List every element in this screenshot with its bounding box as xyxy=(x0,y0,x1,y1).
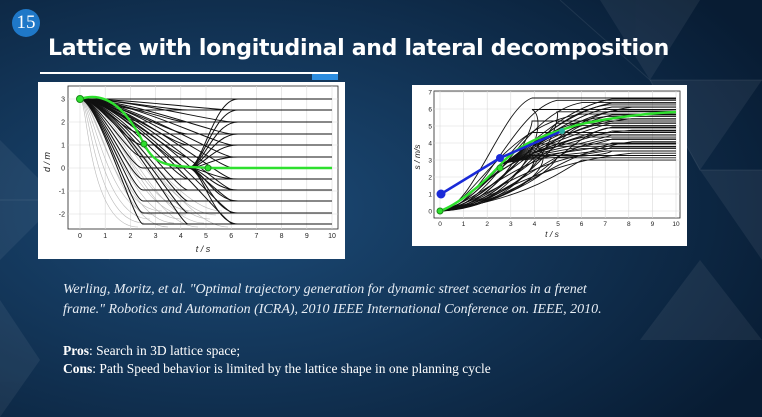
longitudinal-origin-marker xyxy=(436,207,444,215)
longitudinal-y-tick: 7 xyxy=(428,89,432,96)
longitudinal-x-tick: 10 xyxy=(672,221,680,228)
lateral-trajectory xyxy=(79,98,332,225)
lateral-x-tick: 0 xyxy=(78,233,82,240)
lateral-y-tick: 0 xyxy=(61,166,65,173)
citation-line-1: Werling, Moritz, et al. "Optimal traject… xyxy=(63,282,587,297)
longitudinal-mid-marker xyxy=(496,154,504,162)
lateral-lattice-plot: 0 1 2 3 4 5 6 7 8 9 10 3 2 1 0 -1 -2 t / s d / m xyxy=(38,82,345,259)
longitudinal-teal-marker xyxy=(559,128,565,134)
citation: Werling, Moritz, et al. "Optimal traject… xyxy=(63,280,723,320)
lateral-x-tick: 5 xyxy=(204,233,208,240)
longitudinal-x-label: t / s xyxy=(545,229,559,239)
longitudinal-y-tick: 6 xyxy=(428,106,432,113)
lateral-gray-trajectory xyxy=(79,98,169,228)
velocity-segment-1 xyxy=(440,156,501,196)
lateral-trajectory xyxy=(187,167,332,225)
longitudinal-trajectory xyxy=(439,157,676,212)
longitudinal-green-marker xyxy=(496,164,504,172)
lateral-trajectory xyxy=(79,98,332,225)
longitudinal-x-tick: 1 xyxy=(462,221,466,228)
longitudinal-trajectory xyxy=(499,150,676,166)
longitudinal-trajectory xyxy=(439,148,676,212)
lateral-gray-trajectory xyxy=(79,98,163,212)
longitudinal-y-tick: 3 xyxy=(428,157,432,164)
lateral-y-tick: 3 xyxy=(61,97,65,104)
cons-label: Cons xyxy=(63,361,93,376)
lateral-end-marker xyxy=(204,164,212,172)
title-underline xyxy=(40,72,338,74)
slide-number: 15 xyxy=(12,9,40,37)
lateral-y-tick: -2 xyxy=(59,212,65,219)
cons-text: : Path Speed behavior is limited by the … xyxy=(92,361,491,376)
pros-cons: Pros: Search in 3D lattice space; Cons: … xyxy=(63,342,491,378)
cons-line: Cons: Path Speed behavior is limited by … xyxy=(63,360,491,378)
lateral-mid-marker xyxy=(140,140,148,148)
longitudinal-x-tick: 2 xyxy=(485,221,489,228)
lateral-x-tick: 3 xyxy=(154,233,158,240)
longitudinal-y-tick: 2 xyxy=(428,174,432,181)
lateral-y-tick: 2 xyxy=(61,120,65,127)
longitudinal-x-tick: 9 xyxy=(651,221,655,228)
longitudinal-x-tick: 7 xyxy=(603,221,607,228)
lateral-x-tick: 10 xyxy=(328,233,336,240)
longitudinal-x-tick: 3 xyxy=(509,221,513,228)
velocity-segment-2 xyxy=(499,129,563,160)
pros-line: Pros: Search in 3D lattice space; xyxy=(63,342,491,360)
longitudinal-x-tick: 0 xyxy=(438,221,442,228)
lateral-trajectory xyxy=(79,98,332,111)
longitudinal-x-tick: 6 xyxy=(580,221,584,228)
lateral-x-tick: 4 xyxy=(179,233,183,240)
pros-label: Pros xyxy=(63,343,89,358)
lateral-x-tick: 9 xyxy=(305,233,309,240)
lateral-x-tick: 2 xyxy=(128,233,132,240)
longitudinal-y-tick: 1 xyxy=(428,191,432,198)
longitudinal-trajectory xyxy=(439,159,676,212)
lateral-trajectory xyxy=(187,109,332,169)
slide-title: Lattice with longitudinal and lateral de… xyxy=(48,36,669,61)
longitudinal-best-path xyxy=(439,110,677,213)
longitudinal-x-tick: 5 xyxy=(556,221,560,228)
lateral-start-marker xyxy=(76,95,84,103)
longitudinal-x-tick: 4 xyxy=(533,221,537,228)
lateral-x-tick: 7 xyxy=(254,233,258,240)
lateral-x-label: t / s xyxy=(196,244,211,254)
longitudinal-y-tick: 4 xyxy=(428,140,432,147)
citation-line-2: frame." Robotics and Automation (ICRA), … xyxy=(63,302,602,317)
lateral-x-tick: 6 xyxy=(229,233,233,240)
longitudinal-start-marker xyxy=(436,189,446,199)
lateral-x-tick: 8 xyxy=(280,233,284,240)
longitudinal-y-tick: 5 xyxy=(428,123,432,130)
title-accent xyxy=(312,74,338,80)
lateral-y-tick: 1 xyxy=(61,143,65,150)
longitudinal-y-tick: 0 xyxy=(428,208,432,215)
lateral-y-tick: -1 xyxy=(59,189,65,196)
lateral-x-tick: 1 xyxy=(103,233,107,240)
lateral-trajectory xyxy=(187,98,332,169)
pros-text: : Search in 3D lattice space; xyxy=(89,343,241,358)
longitudinal-x-tick: 8 xyxy=(627,221,631,228)
longitudinal-y-label: s / m/s xyxy=(412,144,422,170)
longitudinal-trajectory xyxy=(439,150,676,212)
lateral-y-label: d / m xyxy=(42,152,52,173)
